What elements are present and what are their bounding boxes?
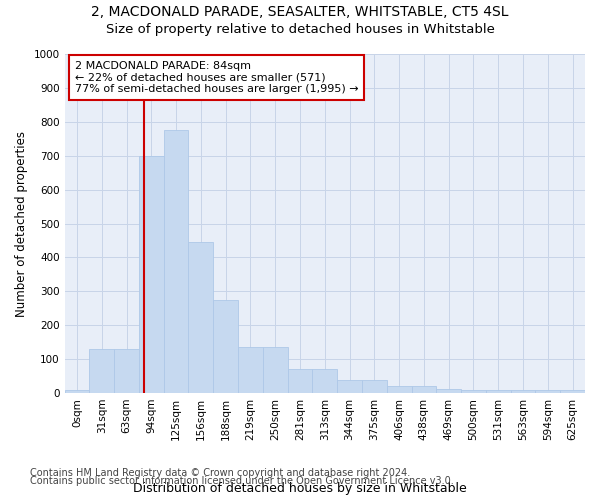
Bar [263,347,287,393]
Bar [387,386,412,393]
Bar [65,390,89,393]
Bar [337,380,362,393]
Bar [486,390,511,393]
Text: Contains HM Land Registry data © Crown copyright and database right 2024.: Contains HM Land Registry data © Crown c… [30,468,410,477]
Y-axis label: Number of detached properties: Number of detached properties [15,130,28,316]
Bar [412,386,436,393]
Text: 2 MACDONALD PARADE: 84sqm
← 22% of detached houses are smaller (571)
77% of semi: 2 MACDONALD PARADE: 84sqm ← 22% of detac… [75,61,359,94]
Bar [139,156,164,393]
Bar [213,300,238,393]
Bar [560,390,585,393]
Bar [114,349,139,393]
Text: Size of property relative to detached houses in Whitstable: Size of property relative to detached ho… [106,22,494,36]
Bar [238,347,263,393]
Bar [436,389,461,393]
Bar [188,242,213,393]
Text: Distribution of detached houses by size in Whitstable: Distribution of detached houses by size … [133,482,467,495]
Bar [511,390,535,393]
Bar [461,390,486,393]
Bar [287,370,313,393]
Bar [362,380,387,393]
Bar [313,370,337,393]
Bar [164,130,188,393]
Text: 2, MACDONALD PARADE, SEASALTER, WHITSTABLE, CT5 4SL: 2, MACDONALD PARADE, SEASALTER, WHITSTAB… [91,5,509,19]
Text: Contains public sector information licensed under the Open Government Licence v3: Contains public sector information licen… [30,476,454,486]
Bar [535,390,560,393]
Bar [89,349,114,393]
